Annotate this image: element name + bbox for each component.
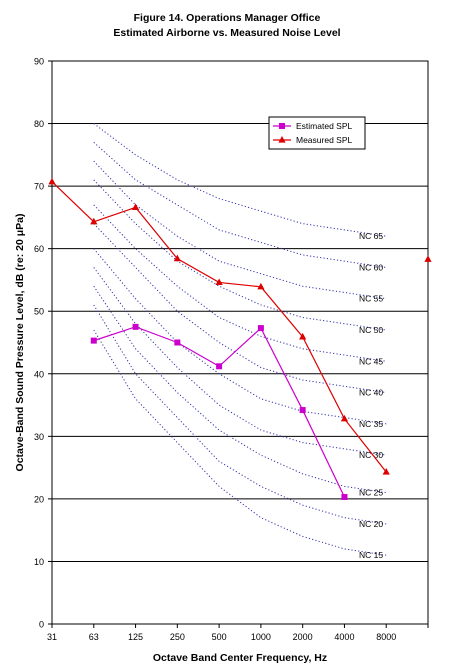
x-tick-label: 4000 xyxy=(334,632,354,642)
y-tick-label: 90 xyxy=(34,57,44,67)
data-point-measured-spl xyxy=(340,414,349,422)
x-tick-label: 250 xyxy=(170,632,185,642)
x-tick-label: 500 xyxy=(212,632,227,642)
x-tick-label: 63 xyxy=(89,632,99,642)
legend-marker xyxy=(279,123,285,129)
nc-curve-label: NC 45 xyxy=(359,356,383,366)
legend-marker xyxy=(278,136,286,143)
y-axis-label: Octave-Band Sound Pressure Level, dB (re… xyxy=(14,214,26,472)
nc-curve-label: NC 30 xyxy=(359,450,383,460)
nc-curve-label: NC 65 xyxy=(359,231,383,241)
nc-curve xyxy=(93,141,387,268)
y-tick-label: 50 xyxy=(34,307,44,317)
y-tick-label: 40 xyxy=(34,369,44,379)
y-tick-label: 30 xyxy=(34,432,44,442)
chart-title: Figure 14. Operations Manager Office xyxy=(133,12,321,24)
y-tick-label: 70 xyxy=(34,182,44,192)
nc-curve xyxy=(93,267,387,456)
legend-label: Estimated SPL xyxy=(296,121,352,131)
x-tick-label: 31 xyxy=(47,632,57,642)
nc-curve-label: NC 35 xyxy=(359,419,383,429)
nc-curve-label: NC 15 xyxy=(359,550,383,560)
plot-area xyxy=(51,60,429,625)
x-tick-label: 125 xyxy=(128,632,143,642)
y-tick-label: 20 xyxy=(34,494,44,504)
y-tick-label: 10 xyxy=(34,557,44,567)
y-tick-label: 60 xyxy=(34,244,44,254)
data-point-estimated-spl xyxy=(174,339,181,346)
data-point-measured-spl xyxy=(299,332,307,340)
data-point-measured-spl xyxy=(215,278,223,286)
nc-curve xyxy=(93,285,387,494)
data-point-measured-spl xyxy=(382,467,390,475)
data-point-measured-spl xyxy=(257,282,265,290)
nc-curve-label: NC 25 xyxy=(359,488,383,498)
data-point-measured-spl xyxy=(48,177,56,185)
x-axis-label: Octave Band Center Frequency, Hz xyxy=(153,652,327,664)
data-point-estimated-spl xyxy=(299,407,306,414)
nc-curve-label: NC 60 xyxy=(359,262,383,272)
y-tick-label: 80 xyxy=(34,119,44,129)
nc-curve xyxy=(93,248,387,425)
nc-curve-label: NC 55 xyxy=(359,294,383,304)
legend-box xyxy=(268,116,366,150)
y-tick-label: 0 xyxy=(39,620,44,630)
data-point-measured-spl xyxy=(173,254,181,262)
data-point-estimated-spl xyxy=(341,494,348,501)
chart-subtitle: Estimated Airborne vs. Measured Noise Le… xyxy=(113,27,341,39)
data-point-measured-spl xyxy=(131,203,140,210)
x-tick-label: 1000 xyxy=(251,632,271,642)
data-point-estimated-spl xyxy=(132,323,139,330)
nc-curve xyxy=(93,204,387,362)
legend-label: Measured SPL xyxy=(296,135,352,145)
data-point-estimated-spl xyxy=(257,325,264,332)
nc-curve-label: NC 20 xyxy=(359,519,383,529)
nc-curve-label: NC 40 xyxy=(359,388,383,398)
x-tick-label: 2000 xyxy=(293,632,313,642)
data-point-estimated-spl xyxy=(90,337,97,344)
nc-curve xyxy=(93,123,387,237)
nc-curve-label: NC 50 xyxy=(359,325,383,335)
nc-curve xyxy=(93,179,387,331)
x-tick-label: 8000 xyxy=(376,632,396,642)
data-point-estimated-spl xyxy=(216,363,223,370)
data-point-measured-spl xyxy=(424,255,432,262)
data-point-measured-spl xyxy=(90,217,98,225)
nc-curve xyxy=(93,223,387,394)
